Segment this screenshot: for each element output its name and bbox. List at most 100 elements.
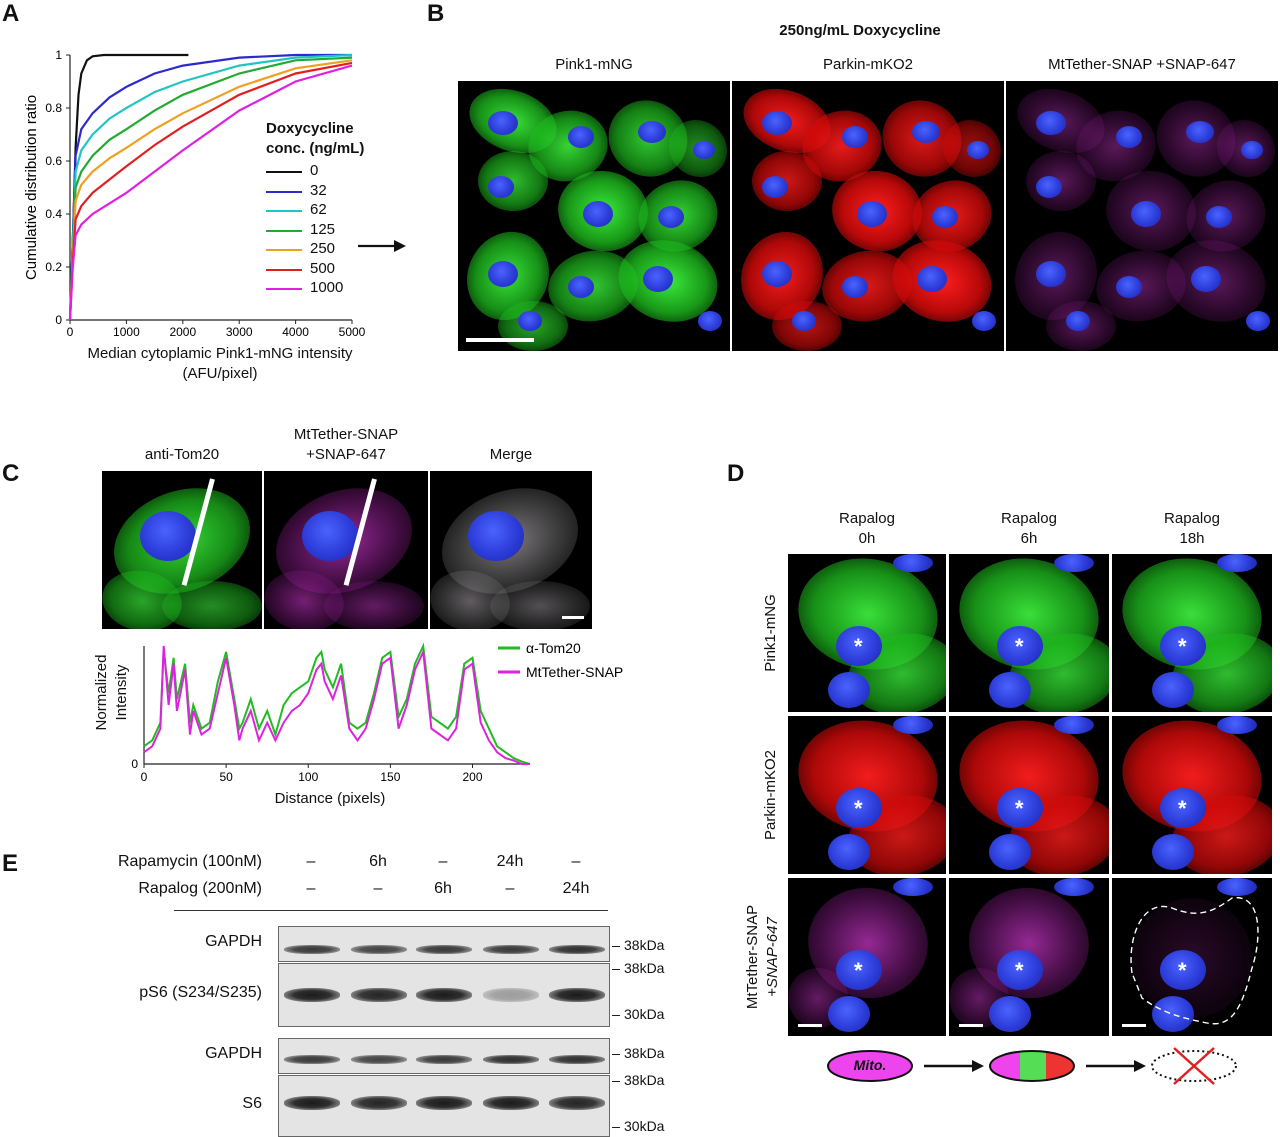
cell-outline <box>1130 897 1259 1025</box>
blot-band <box>416 1055 472 1064</box>
blot-band <box>351 988 407 1002</box>
nucleus <box>967 141 989 159</box>
a-y-tick-label: 0.2 <box>45 260 62 274</box>
c-y-tick-label: 0 <box>131 757 138 771</box>
a-legend-swatch <box>266 268 302 271</box>
a-ylabel: Cumulative distribution ratio <box>23 95 40 280</box>
lane-label: 6h <box>434 880 452 897</box>
panel-letter-c: C <box>2 460 20 487</box>
nucleus <box>989 996 1031 1032</box>
nucleus <box>828 834 870 870</box>
nucleus <box>468 511 524 561</box>
nucleus <box>842 126 868 148</box>
c-x-tick-label: 0 <box>141 770 148 784</box>
marker-label: 38kDa <box>624 1045 665 1061</box>
nucleus <box>989 834 1031 870</box>
nucleus <box>302 511 358 561</box>
panel-d-col-2-line1: Rapalog <box>1001 510 1057 527</box>
blot-box <box>278 1038 610 1074</box>
a-series-line-1000 <box>68 64 353 321</box>
blot-band <box>416 988 472 1002</box>
panel-d-col-3-line1: Rapalog <box>1164 510 1220 527</box>
panel-d-image-grid: * * * * * * * * * <box>788 554 1272 1038</box>
nucleus <box>1116 126 1142 148</box>
panel-b-scale-bar <box>466 338 534 342</box>
asterisk: * <box>1015 958 1024 983</box>
panel-d-tile: * <box>1112 878 1272 1036</box>
nucleus <box>1152 834 1194 870</box>
c-legend-label: MtTether-SNAP <box>526 664 623 680</box>
panel-d-row-1-label: Pink1-mNG <box>762 594 779 672</box>
a-series-line-250 <box>68 59 353 321</box>
a-legend-swatch <box>266 171 302 173</box>
nucleus <box>1160 950 1206 990</box>
panel-letter-a: A <box>2 0 20 27</box>
nucleus <box>1036 176 1062 198</box>
nucleus <box>932 206 958 228</box>
panel-d-col-1-line1: Rapalog <box>839 510 895 527</box>
nucleus <box>1054 554 1094 572</box>
a-legend-label: 62 <box>310 201 327 218</box>
nucleus <box>842 276 868 298</box>
panel-d-row-3-line1: MtTether-SNAP <box>744 904 761 1010</box>
marker-label: 38kDa <box>624 937 665 953</box>
nucleus <box>140 511 196 561</box>
nucleus <box>488 111 518 135</box>
nucleus <box>1054 716 1094 734</box>
marker-label: 30kDa <box>624 1118 665 1134</box>
nucleus <box>698 311 722 331</box>
panel-d-tile: * <box>788 554 946 712</box>
a-legend-label: 250 <box>310 240 336 257</box>
blot-band <box>416 945 472 954</box>
a-series-line-500 <box>68 61 353 321</box>
a-legend-item: 250 <box>266 240 406 258</box>
lane-label: – <box>438 853 448 870</box>
arrow-to-panel-b <box>358 240 406 252</box>
lane-label: – <box>306 853 316 870</box>
panel-e-header-divider <box>174 910 608 911</box>
a-legend-item: 125 <box>266 221 406 239</box>
panel-c-xlabel: Distance (pixels) <box>274 790 386 807</box>
nucleus <box>693 141 715 159</box>
lane-label: 6h <box>369 853 387 870</box>
panel-d-col-1-line2: 0h <box>858 530 876 547</box>
panel-d-tile: * <box>788 716 946 874</box>
nucleus <box>488 176 514 198</box>
lane-label: 24h <box>496 853 524 870</box>
nucleus <box>1054 878 1094 896</box>
blot-band <box>416 1096 472 1110</box>
blot-label: GAPDH <box>205 1045 262 1062</box>
c-x-tick-label: 200 <box>462 770 482 784</box>
panel-a-xlabel-line2: (AFU/pixel) <box>182 365 258 382</box>
blot-box <box>278 926 610 962</box>
a-legend-item: 0 <box>266 162 406 180</box>
panel-b-title: 250ng/mL Doxycycline <box>779 22 941 39</box>
nucleus <box>1160 626 1206 666</box>
nucleus <box>638 121 666 143</box>
panel-c-ylabel-line2: Intensity <box>113 664 130 721</box>
marker-tick <box>612 946 620 947</box>
a-legend-swatch <box>266 288 302 290</box>
panel-e-treatment-2-label: Rapalog (200nM) <box>138 880 262 897</box>
panel-d-tile: * <box>1112 554 1272 712</box>
a-legend-item: 1000 <box>266 279 406 297</box>
nucleus <box>762 111 792 135</box>
blot-band <box>483 945 539 954</box>
panel-a-xlabel-line1: Median cytoplamic Pink1-mNG intensity <box>87 345 353 362</box>
panel-a-legend: 0 32 62 125 250 500 1000 <box>266 162 406 302</box>
panel-c-ylabel-line1: Normalized <box>93 654 110 731</box>
blot-band <box>483 1055 539 1064</box>
a-y-tick-label: 0.6 <box>45 154 62 168</box>
a-legend-label: 125 <box>310 220 336 238</box>
nucleus <box>762 176 788 198</box>
nucleus <box>989 672 1031 708</box>
nucleus <box>1160 788 1206 828</box>
marker-tick <box>612 1015 620 1016</box>
marker-label: 30kDa <box>624 1006 665 1022</box>
nucleus <box>917 266 947 292</box>
nucleus <box>658 206 684 228</box>
a-y-tick-label: 0.4 <box>45 207 62 221</box>
nucleus <box>972 311 996 331</box>
a-x-tick-label: 3000 <box>226 325 253 339</box>
asterisk: * <box>854 634 863 659</box>
